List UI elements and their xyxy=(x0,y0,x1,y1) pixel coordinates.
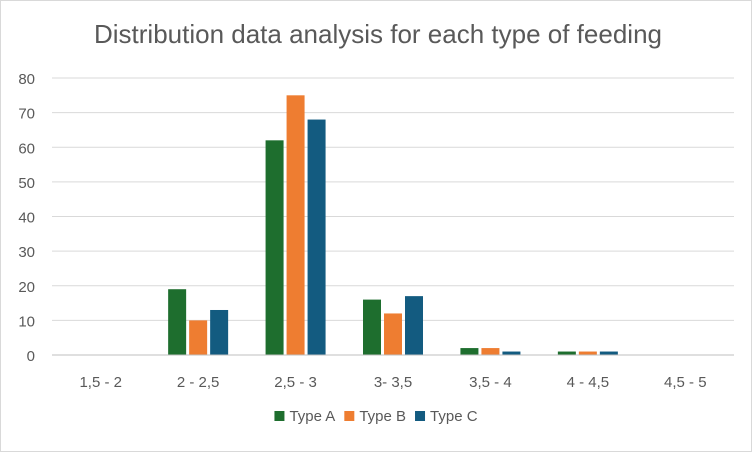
bars xyxy=(168,95,618,355)
bar xyxy=(168,289,187,355)
x-tick-label: 2,5 - 3 xyxy=(274,374,317,391)
y-tick-label: 80 xyxy=(18,71,35,88)
chart-title: Distribution data analysis for each type… xyxy=(94,19,662,49)
y-tick-label: 70 xyxy=(18,106,35,123)
bar xyxy=(307,119,326,355)
bar xyxy=(557,351,576,355)
bar xyxy=(384,313,402,355)
legend-label: Type C xyxy=(430,408,478,425)
gridlines xyxy=(52,77,734,321)
x-tick-label: 2 - 2,5 xyxy=(177,374,220,391)
y-tick-label: 60 xyxy=(18,140,35,157)
legend-label: Type A xyxy=(289,408,335,425)
bar xyxy=(265,140,284,355)
x-axis-ticks: 1,5 - 2 2 - 2,5 2,5 - 3 3- 3,5 3,5 - 4 4 - 4,… xyxy=(79,374,706,391)
bar xyxy=(189,320,208,355)
y-tick-label: 0 xyxy=(27,348,35,365)
bar xyxy=(599,351,618,355)
x-tick-label: 4,5 - 5 xyxy=(664,374,707,391)
x-tick-label: 4 - 4,5 xyxy=(567,374,610,391)
legend-swatch xyxy=(274,411,285,421)
legend-swatch xyxy=(415,411,426,421)
bar xyxy=(286,95,305,355)
y-tick-label: 40 xyxy=(18,210,35,227)
x-tick-label: 3,5 - 4 xyxy=(469,374,512,391)
legend-swatch xyxy=(344,411,355,421)
legend-label: Type B xyxy=(359,408,406,425)
bar xyxy=(405,296,423,355)
bar xyxy=(481,348,500,355)
y-axis-ticks: 0 10 20 30 40 50 60 70 80 xyxy=(18,71,35,365)
bar xyxy=(502,351,521,355)
bar xyxy=(578,351,597,355)
bar xyxy=(460,348,479,355)
y-tick-label: 10 xyxy=(18,313,35,330)
bar xyxy=(210,309,229,355)
bar xyxy=(363,299,381,355)
y-tick-label: 50 xyxy=(18,175,35,192)
x-tick-label: 3- 3,5 xyxy=(374,374,412,391)
legend: Type A Type B Type C xyxy=(274,408,478,425)
y-tick-label: 30 xyxy=(18,244,35,261)
y-tick-label: 20 xyxy=(18,279,35,296)
x-tick-label: 1,5 - 2 xyxy=(79,374,122,391)
